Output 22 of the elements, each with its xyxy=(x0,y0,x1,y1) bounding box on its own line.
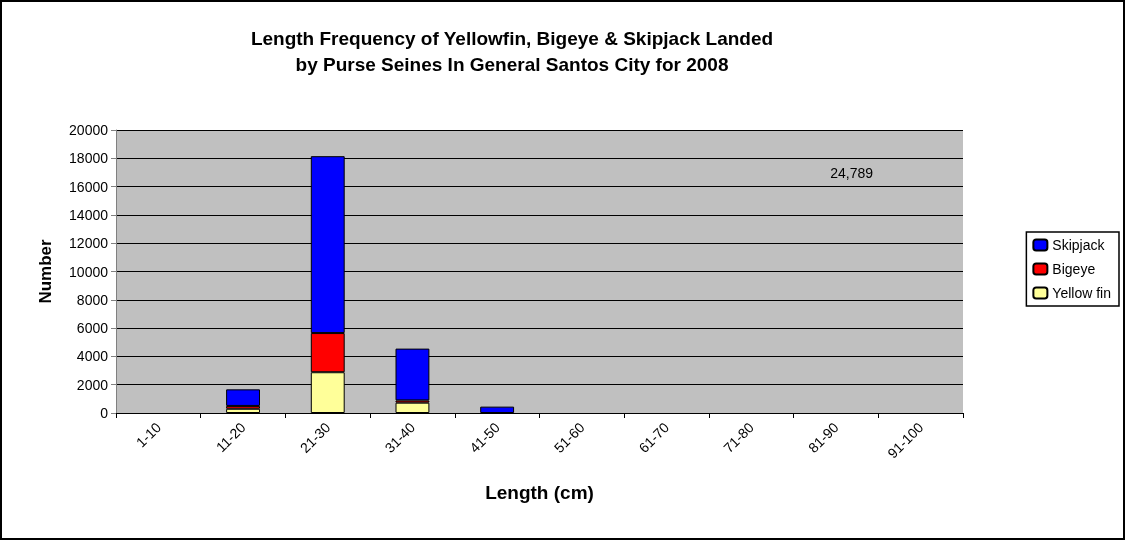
y-tick-label: 18000 xyxy=(69,150,109,167)
y-tick-label: 4000 xyxy=(76,348,109,365)
y-axis-title: Number xyxy=(36,239,55,304)
y-tick-label: 10000 xyxy=(69,263,109,280)
y-tick-label: 0 xyxy=(100,405,109,421)
y-tick-label: 14000 xyxy=(69,206,109,223)
chart-title: Length Frequency of Yellowfin, Bigeye & Skipjack Landed by Purse Seines In General Santos City for 2008 xyxy=(250,27,774,75)
y-tick-label: 6000 xyxy=(76,320,109,337)
bar xyxy=(395,402,430,413)
bar xyxy=(226,389,260,406)
y-tick-label: 8000 xyxy=(76,291,109,308)
annotation: 24,789 xyxy=(830,165,874,181)
bar xyxy=(226,408,260,413)
legend-label: Yellow fin xyxy=(1052,285,1112,301)
legend-label: Skipjack xyxy=(1052,237,1106,253)
y-tick-label: 20000 xyxy=(69,122,109,138)
y-tick-label: 12000 xyxy=(69,235,109,252)
y-tick-label: 16000 xyxy=(69,178,109,195)
x-axis-title: Length (cm) xyxy=(485,482,594,503)
y-tick-label: 2000 xyxy=(76,376,109,393)
legend-label: Bigeye xyxy=(1052,261,1096,277)
bar xyxy=(480,406,515,413)
